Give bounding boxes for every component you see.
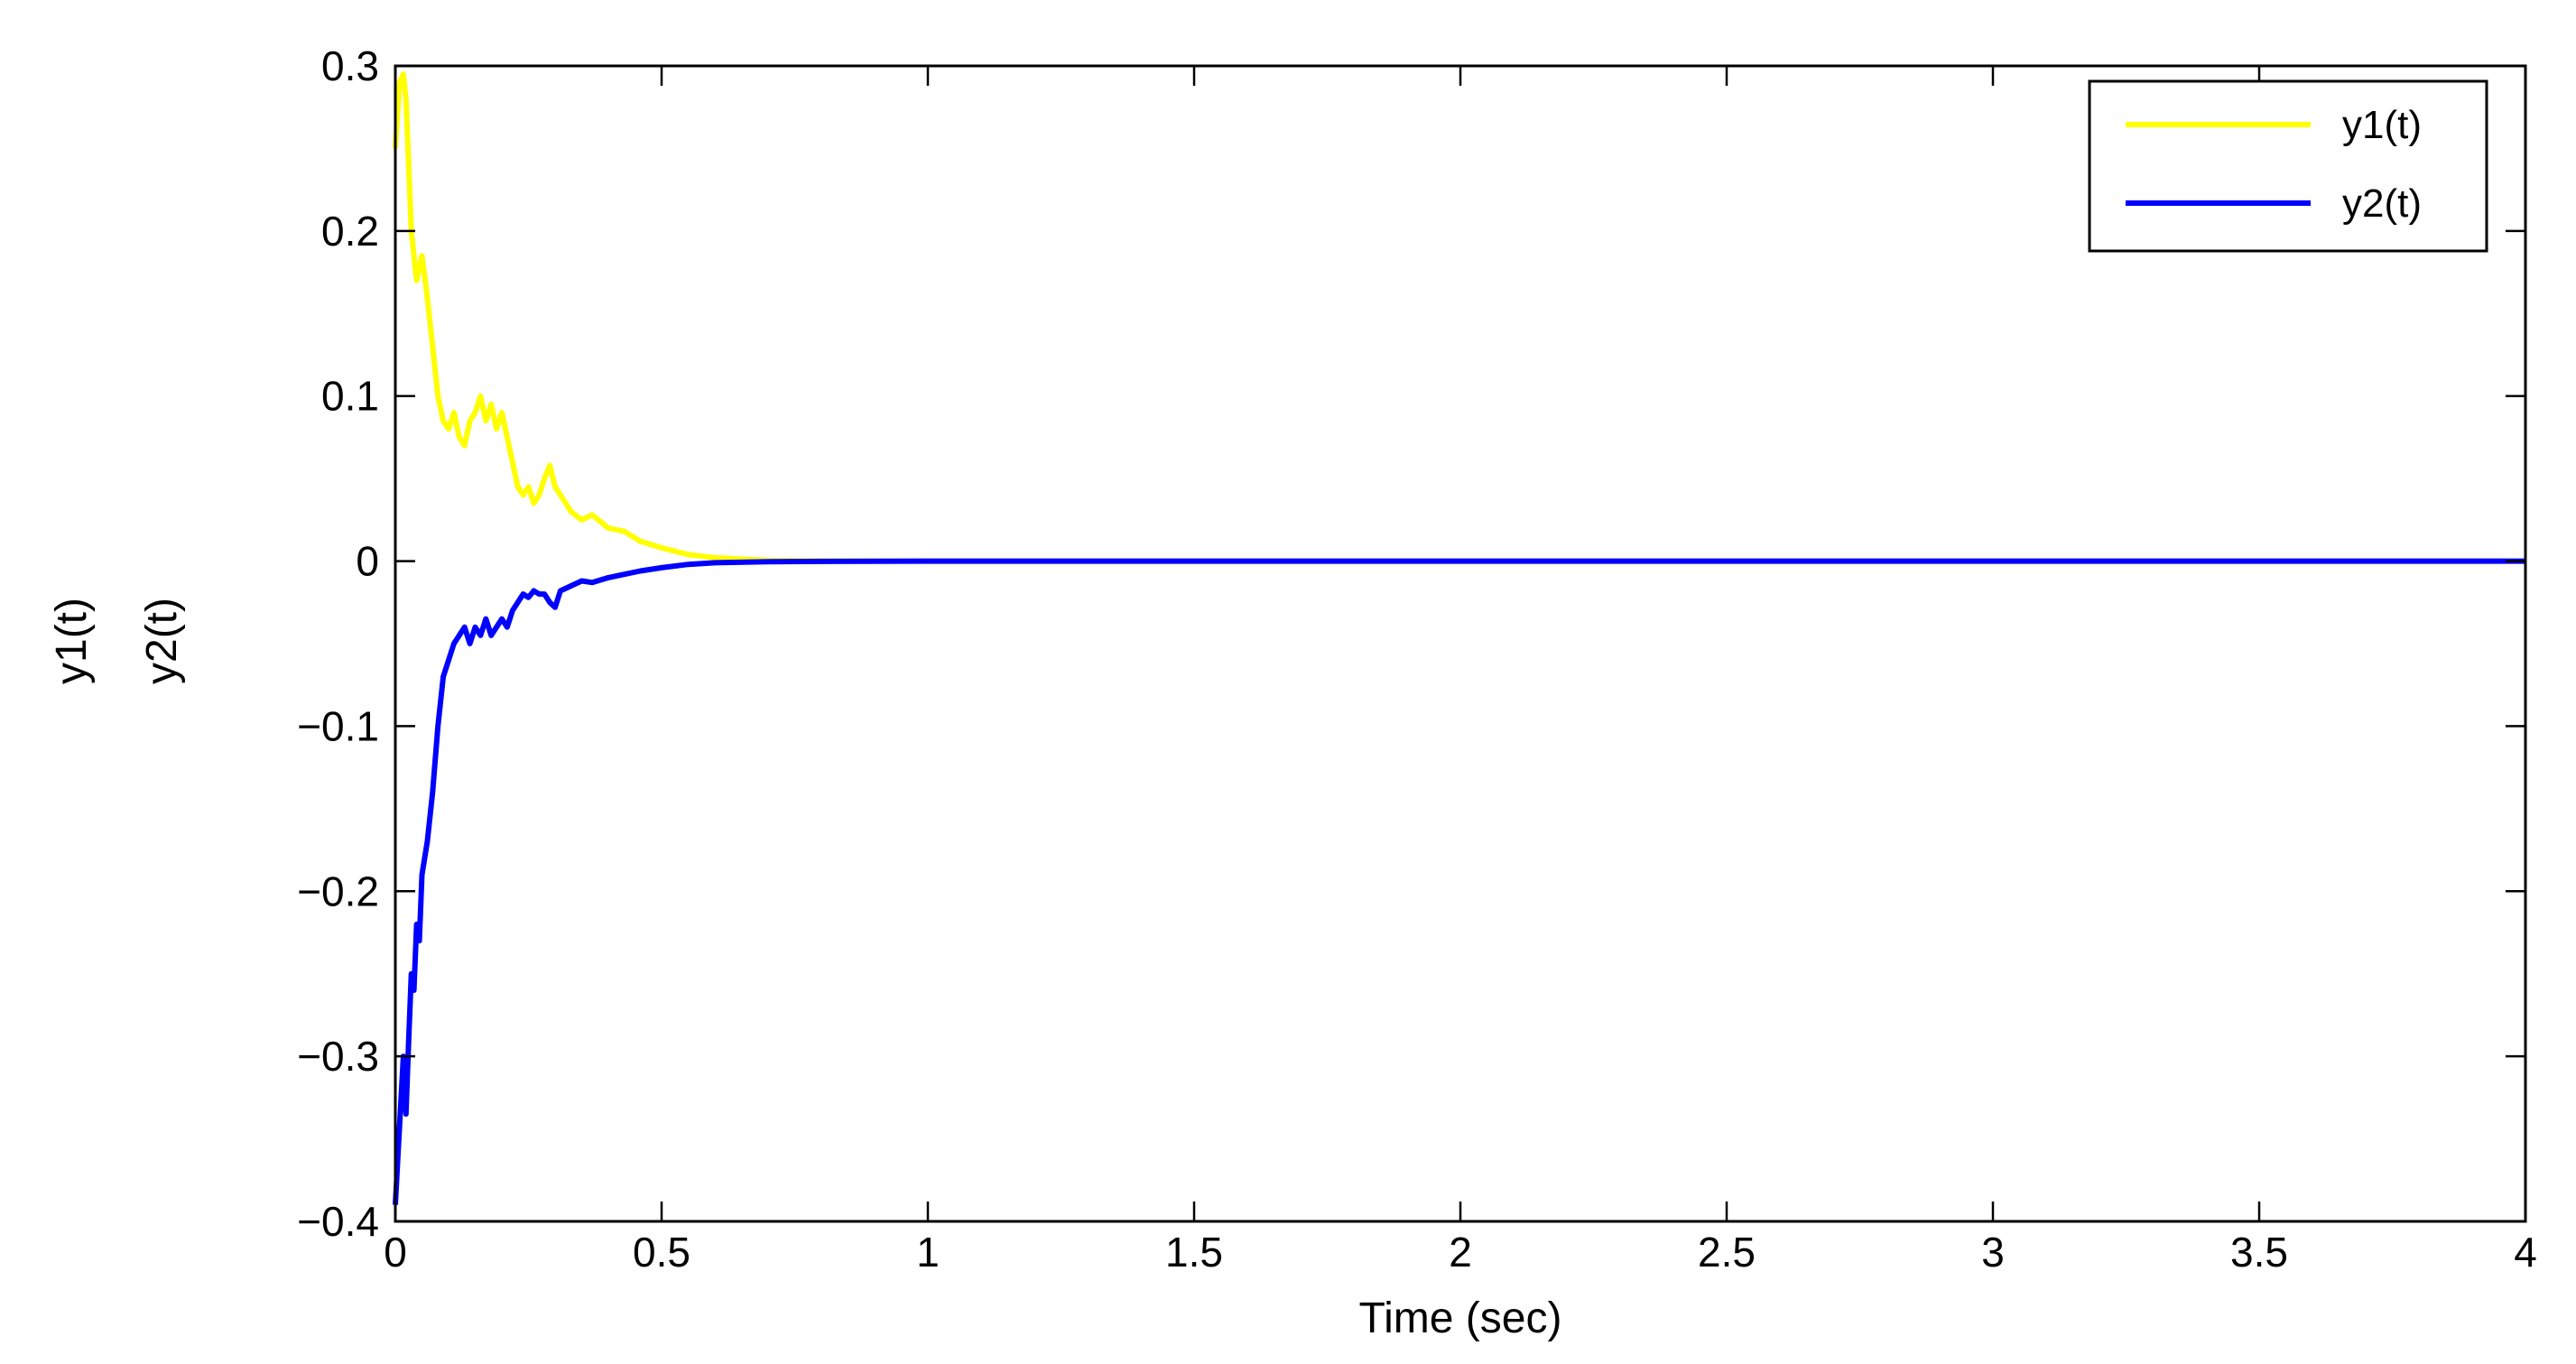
y-tick-label: −0.2 (297, 868, 379, 914)
x-tick-label: 3.5 (2230, 1229, 2288, 1276)
x-tick-label: 1.5 (1165, 1229, 1223, 1276)
y-tick-label: 0 (356, 538, 379, 585)
series-layer (393, 71, 2525, 1205)
legend-box (2088, 79, 2488, 253)
legend-label-y2: y2(t) (2342, 181, 2422, 226)
tick-labels: 0 0.5 1 1.5 2 2.5 3 3.5 4 0.3 0.2 0.1 0 −0.1 −0.2 −0.3 −… (297, 42, 2537, 1276)
y-axis-label: y1(t) y2(t) (48, 598, 186, 684)
series-line-2 (393, 558, 2525, 1205)
x-tick-label: 2.5 (1698, 1229, 1756, 1276)
series-line-1 (393, 71, 2525, 564)
plot-area (395, 66, 2525, 1221)
y-tick-label: 0.2 (321, 208, 379, 255)
y-tick-label: −0.3 (297, 1033, 379, 1080)
x-tick-label: 2 (1449, 1229, 1472, 1276)
y-tick-label: 0.1 (321, 373, 379, 420)
y-tick-label: 0.3 (321, 42, 379, 89)
y-axis-label-line-1: y1(t) (48, 598, 96, 684)
x-tick-label: 4 (2514, 1229, 2537, 1276)
x-tick-label: 3 (1981, 1229, 2005, 1276)
x-tick-label: 0 (384, 1229, 407, 1276)
x-tick-label: 1 (916, 1229, 940, 1276)
legend-label-y1: y1(t) (2342, 103, 2422, 147)
legend: y1(t) y2(t) (2088, 79, 2488, 253)
x-axis-label: Time (sec) (1359, 1294, 1562, 1342)
plot-frame (394, 64, 2527, 1223)
y-axis-label-line-2: y2(t) (138, 598, 186, 684)
y-tick-label: −0.1 (297, 702, 379, 749)
y-tick-label: −0.4 (297, 1198, 379, 1245)
x-tick-label: 0.5 (633, 1229, 690, 1276)
